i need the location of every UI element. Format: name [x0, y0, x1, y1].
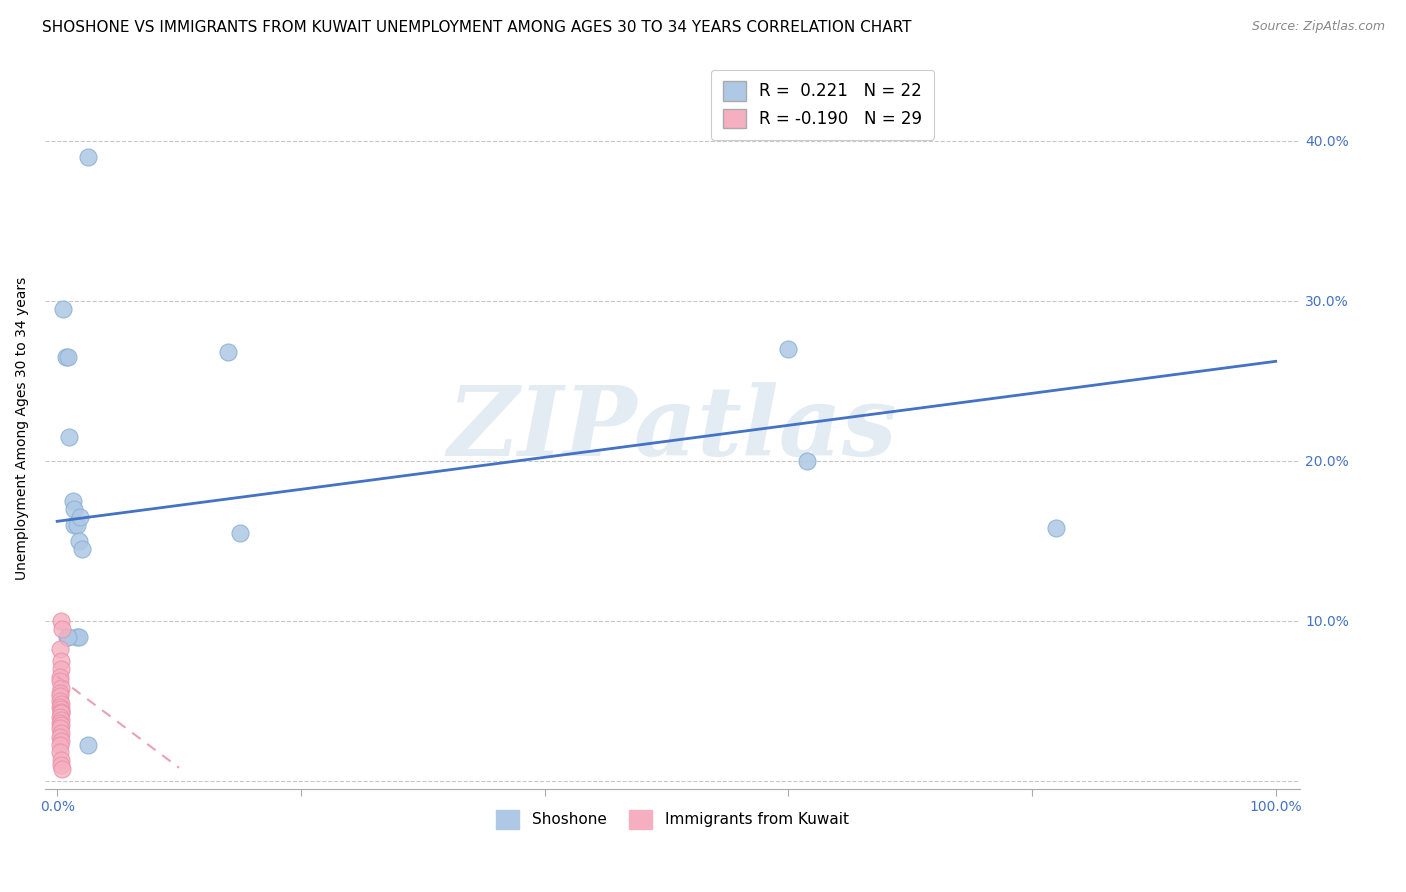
Point [66, 517, 89, 532]
Point [62, 493, 84, 508]
Point [48, 739, 70, 753]
Point [56, 630, 79, 644]
Point [56, 350, 79, 364]
Point [49, 653, 72, 667]
Point [49, 661, 72, 675]
Point [229, 525, 252, 540]
Point [76, 739, 98, 753]
Text: ZIPatlas: ZIPatlas [447, 382, 897, 475]
Point [49, 757, 72, 772]
Point [49, 681, 72, 695]
Point [67, 630, 90, 644]
Point [48, 685, 70, 699]
Point [1045, 521, 1067, 535]
Point [48, 669, 70, 683]
Point [49, 697, 72, 711]
Point [48, 642, 70, 657]
Point [49, 717, 72, 731]
Point [63, 517, 86, 532]
Point [49, 701, 72, 715]
Point [66, 630, 89, 644]
Point [49, 713, 72, 727]
Point [48, 693, 70, 707]
Point [778, 342, 800, 356]
Text: Source: ZipAtlas.com: Source: ZipAtlas.com [1251, 20, 1385, 33]
Text: SHOSHONE VS IMMIGRANTS FROM KUWAIT UNEMPLOYMENT AMONG AGES 30 TO 34 YEARS CORREL: SHOSHONE VS IMMIGRANTS FROM KUWAIT UNEMP… [42, 20, 911, 35]
Point [70, 541, 93, 556]
Point [48, 715, 70, 730]
Point [56, 630, 79, 644]
Point [48, 721, 70, 735]
Point [51, 762, 73, 776]
Point [796, 453, 818, 467]
Point [52, 301, 75, 316]
Point [67, 533, 90, 548]
Point [58, 429, 80, 443]
Point [48, 700, 70, 714]
Point [49, 733, 72, 747]
Point [55, 350, 77, 364]
Point [48, 731, 70, 745]
Point [48, 709, 70, 723]
Point [48, 745, 70, 759]
Point [49, 705, 72, 719]
Point [51, 622, 73, 636]
Point [49, 614, 72, 628]
Y-axis label: Unemployment Among Ages 30 to 34 years: Unemployment Among Ages 30 to 34 years [15, 277, 30, 580]
Point [49, 725, 72, 739]
Point [49, 706, 72, 721]
Point [69, 509, 91, 524]
Point [48, 689, 70, 703]
Point [49, 753, 72, 767]
Legend: Shoshone, Immigrants from Kuwait: Shoshone, Immigrants from Kuwait [491, 804, 855, 835]
Point [217, 344, 239, 359]
Point [48, 674, 70, 689]
Point [76, 149, 98, 163]
Point [63, 501, 86, 516]
